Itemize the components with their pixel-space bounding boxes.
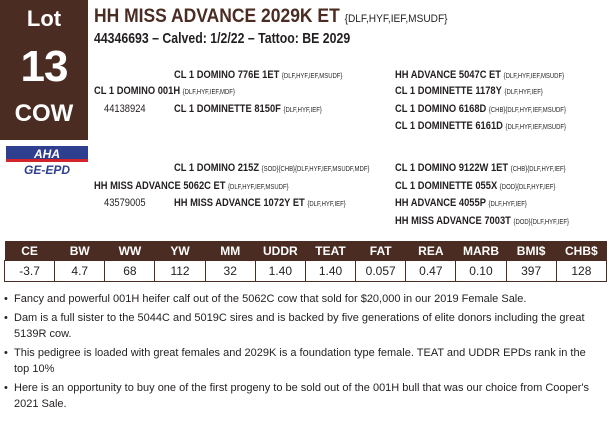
- epd-header: BMI$: [506, 241, 557, 261]
- pedigree-right-bottom-2: CL 1 DOMINETTE 055X {DOD}{DLF,HYF,IEF}: [395, 180, 556, 192]
- aha-logo-icon: AHA GE-EPD: [6, 146, 88, 177]
- pedigree-right-bottom-1: CL 1 DOMINO 9122W 1ET {CHB}{DLF,HYF,IEF}: [395, 162, 566, 174]
- pedigree-right-bottom-4: HH MISS ADVANCE 7003T {DOD}{DLF,HYF,IEF}: [395, 215, 570, 227]
- epd-header: CHB$: [556, 241, 607, 261]
- epd-header: BW: [54, 241, 105, 261]
- animal-info: 44346693 – Calved: 1/2/22 – Tattoo: BE 2…: [94, 30, 351, 47]
- pedigree-sire: CL 1 DOMINO 001H {DLF,HYF,IEF,MDF}: [94, 85, 235, 97]
- note-item: Fancy and powerful 001H heifer calf out …: [4, 291, 604, 307]
- svg-text:AHA: AHA: [33, 147, 60, 161]
- epd-header: MM: [205, 241, 256, 261]
- epd-header: WW: [104, 241, 155, 261]
- pedigree-right-bottom-3: HH ADVANCE 4055P {DLF,HYF,IEF}: [395, 197, 527, 209]
- pedigree-dam-dam: HH MISS ADVANCE 1072Y ET {DLF,HYF,IEF}: [174, 197, 346, 209]
- epd-value: 128: [555, 260, 608, 282]
- epd-value: 0.057: [355, 260, 407, 282]
- pedigree-dam: HH MISS ADVANCE 5062C ET {DLF,HYF,IEF,MS…: [94, 180, 289, 192]
- pedigree-right-top-1: HH ADVANCE 5047C ET {DLF,HYF,IEF,MSUDF}: [395, 69, 565, 81]
- pedigree-sire-reg: 44138924: [104, 103, 146, 115]
- lot-notes: Fancy and powerful 001H heifer calf out …: [4, 291, 604, 415]
- animal-name: HH MISS ADVANCE 2029K ET: [94, 6, 340, 27]
- svg-text:GE-EPD: GE-EPD: [24, 163, 70, 176]
- epd-value: 32: [204, 260, 256, 282]
- pedigree-right-top-2: CL 1 DOMINETTE 1178Y {DLF,HYF,IEF}: [395, 85, 543, 97]
- epd-header: FAT: [355, 241, 406, 261]
- epd-value: -3.7: [3, 260, 56, 282]
- aha-ge-epd-logo: AHA GE-EPD: [6, 146, 88, 177]
- epd-value: 4.7: [54, 260, 106, 282]
- epd-value: 0.47: [405, 260, 457, 282]
- epd-header: YW: [154, 241, 206, 261]
- epd-value: 397: [505, 260, 557, 282]
- epd-header-row: CE BW WW YW MM UDDR TEAT FAT REA MARB BM…: [4, 241, 607, 261]
- epd-table: CE BW WW YW MM UDDR TEAT FAT REA MARB BM…: [3, 241, 608, 282]
- lot-sex: COW: [14, 100, 74, 127]
- epd-value: 1.40: [304, 260, 357, 282]
- pedigree-right-top-4: CL 1 DOMINETTE 6161D {DLF,HYF,IEF,MSUDF}: [395, 120, 567, 132]
- pedigree-dam-sire: CL 1 DOMINO 215Z {SOD}{CHB}{DLF,HYF,IEF,…: [174, 162, 370, 174]
- lot-number: 13: [20, 42, 69, 91]
- epd-value: 1.40: [254, 260, 306, 282]
- epd-value-row: -3.7 4.7 68 112 32 1.40 1.40 0.057 0.47 …: [3, 260, 608, 282]
- pedigree-dam-reg: 43579005: [104, 197, 146, 209]
- animal-codes: {DLF,HYF,IEF,MSUDF}: [344, 13, 448, 25]
- pedigree-sire-dam: CL 1 DOMINETTE 8150F {DLF,HYF,IEF}: [174, 103, 322, 115]
- note-item: This pedigree is loaded with great femal…: [4, 345, 604, 377]
- epd-header: UDDR: [255, 241, 306, 261]
- epd-header: REA: [405, 241, 456, 261]
- animal-title: HH MISS ADVANCE 2029K ET {DLF,HYF,IEF,MS…: [94, 6, 478, 28]
- epd-header: TEAT: [305, 241, 356, 261]
- epd-value: 68: [104, 260, 156, 282]
- note-item: Dam is a full sister to the 5044C and 50…: [4, 310, 604, 342]
- note-item: Here is an opportunity to buy one of the…: [4, 380, 604, 412]
- epd-value: 0.10: [455, 260, 507, 282]
- epd-header: CE: [4, 241, 55, 261]
- lot-badge: Lot 13 COW: [0, 0, 88, 140]
- lot-label: Lot: [26, 6, 62, 31]
- pedigree-right-top-3: CL 1 DOMINO 6168D {CHB}{DLF,HYF,IEF,MSUD…: [395, 103, 566, 115]
- epd-header: MARB: [455, 241, 507, 261]
- epd-value: 112: [154, 260, 206, 282]
- pedigree-sire-sire: CL 1 DOMINO 776E 1ET {DLF,HYF,IEF,MSUDF}: [174, 69, 343, 81]
